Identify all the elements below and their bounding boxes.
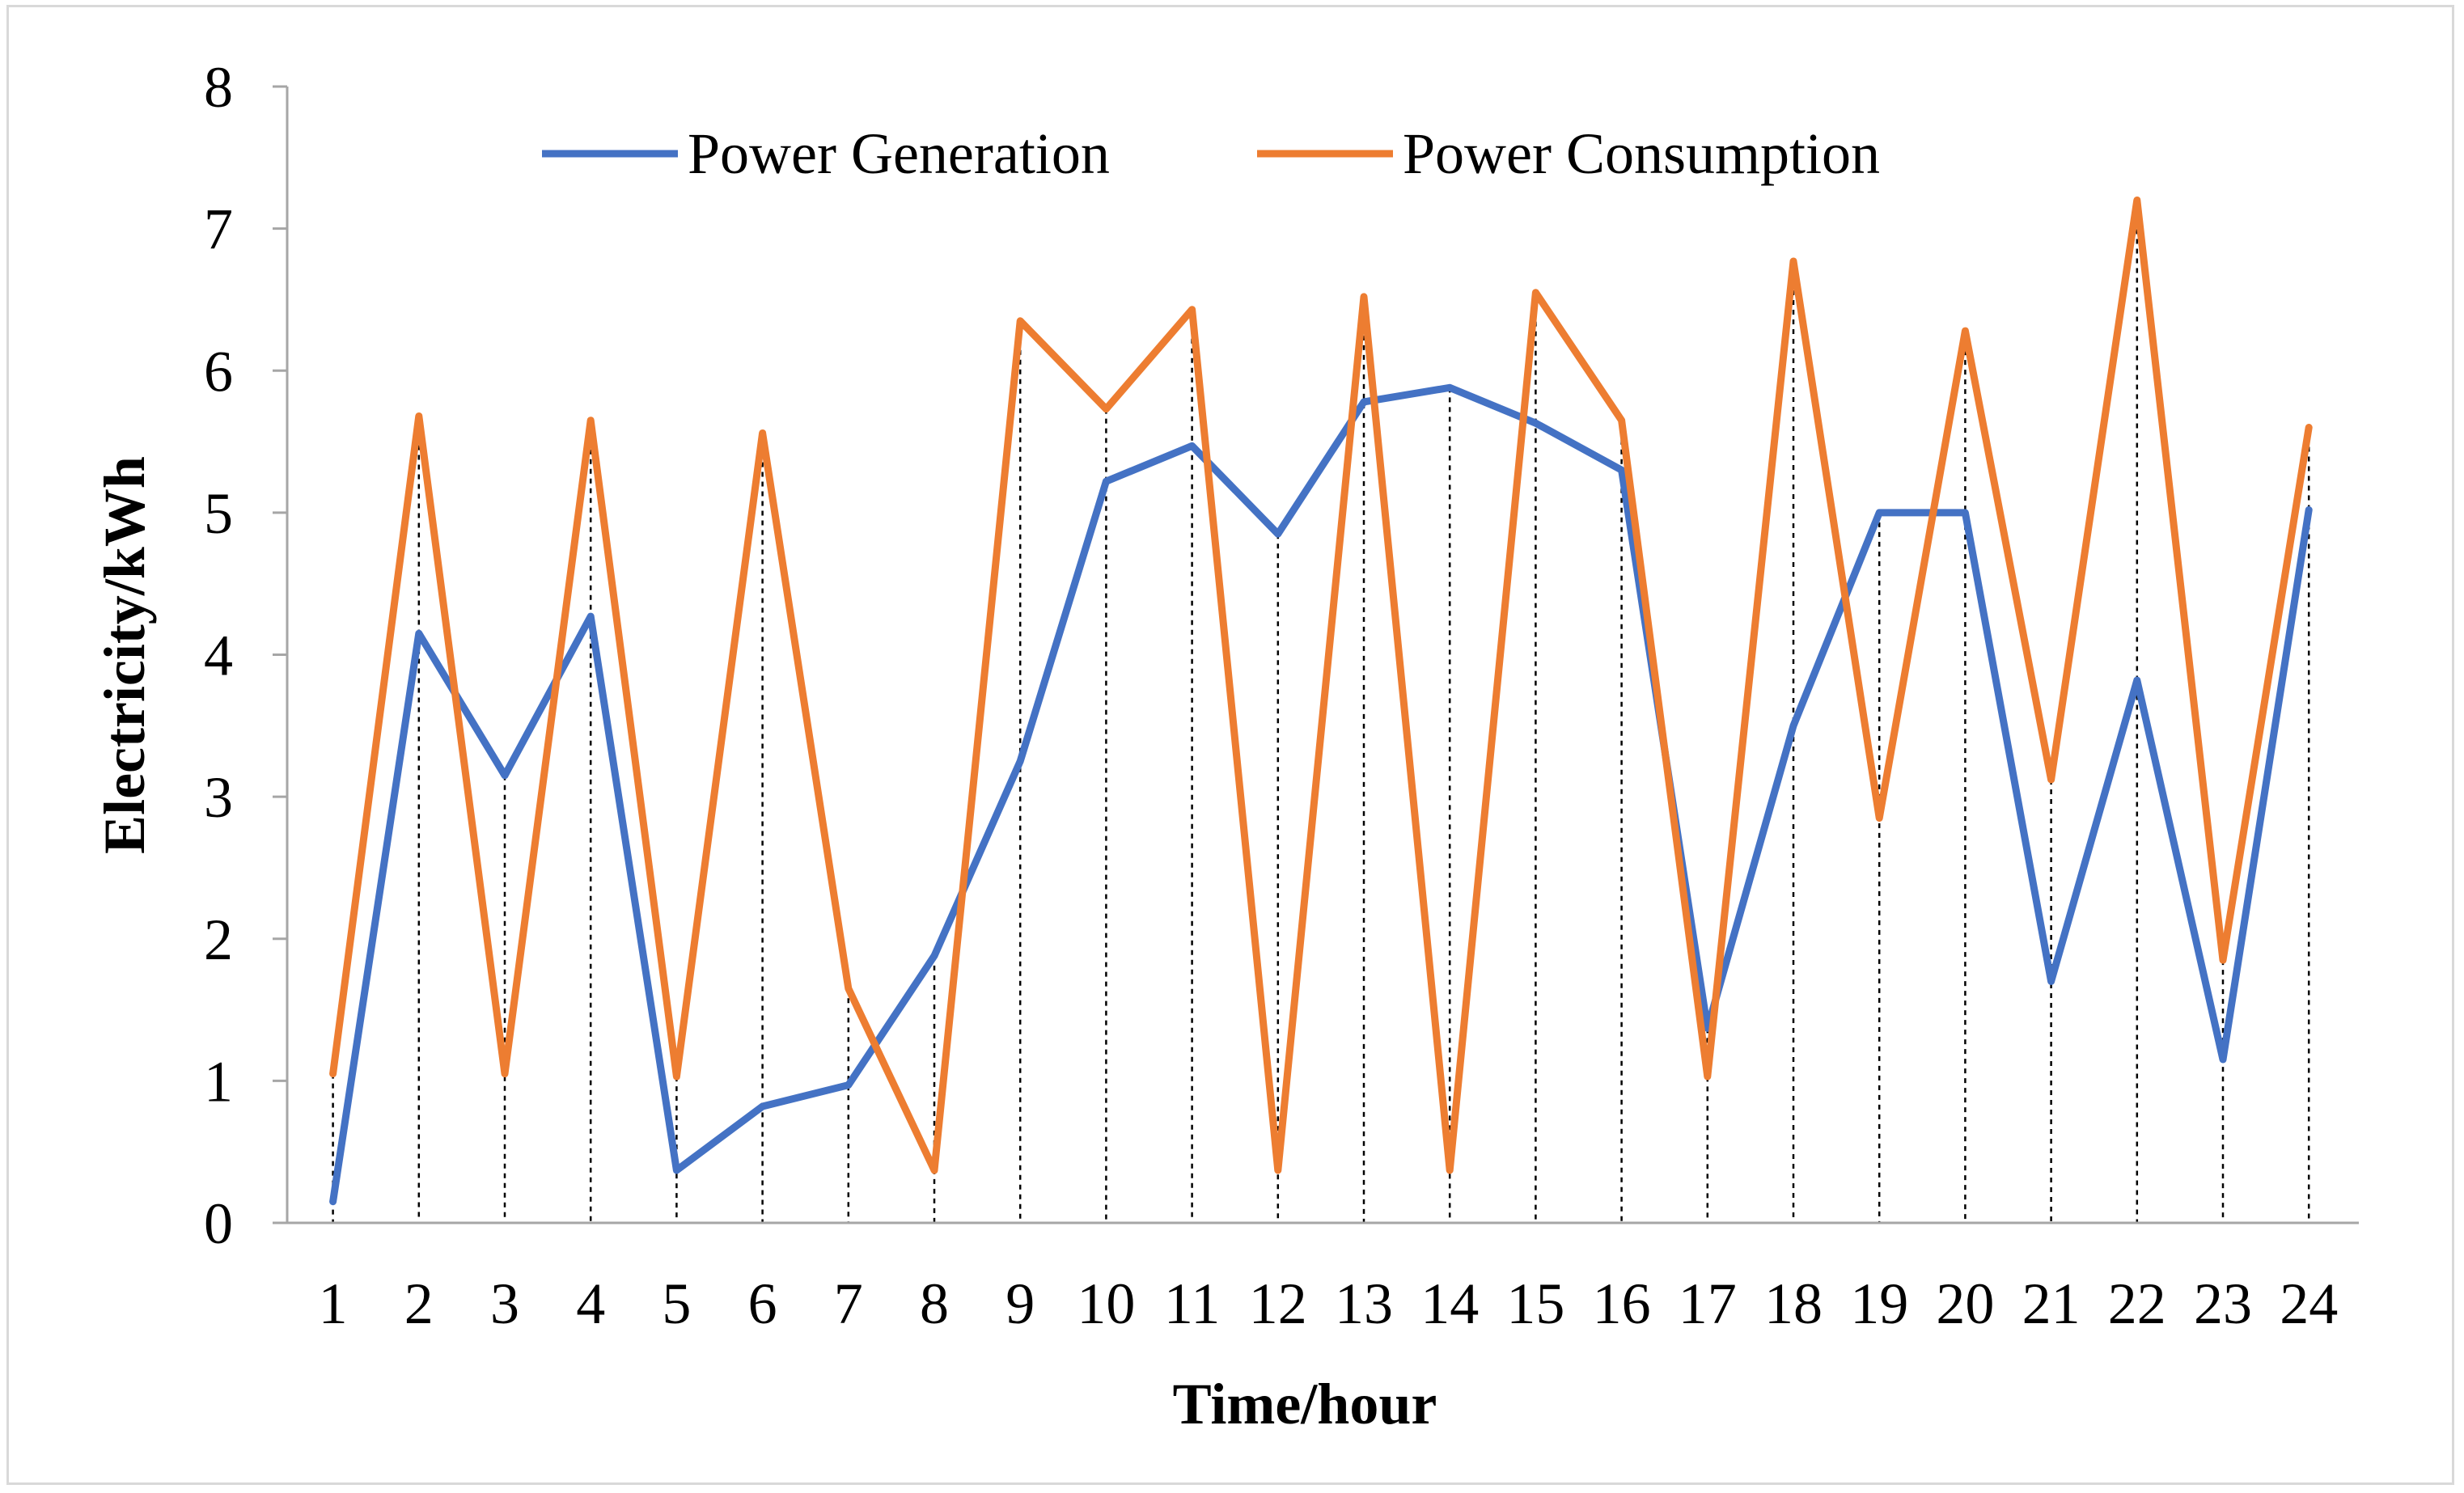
x-tick-label: 21 — [2022, 1271, 2081, 1336]
y-tick-label: 5 — [204, 481, 233, 546]
y-tick-label: 7 — [204, 197, 233, 262]
x-tick-label: 20 — [1936, 1271, 1994, 1336]
x-tick-label: 14 — [1420, 1271, 1479, 1336]
x-tick-label: 11 — [1164, 1271, 1220, 1336]
x-tick-label: 10 — [1077, 1271, 1135, 1336]
y-tick-label: 0 — [204, 1191, 233, 1256]
x-tick-label: 7 — [834, 1271, 863, 1336]
x-tick-label: 13 — [1335, 1271, 1393, 1336]
x-tick-label: 1 — [319, 1271, 348, 1336]
x-tick-label: 23 — [2194, 1271, 2252, 1336]
y-tick-label: 1 — [204, 1049, 233, 1114]
y-tick-label: 8 — [204, 55, 233, 120]
x-tick-label: 19 — [1850, 1271, 1908, 1336]
x-tick-label: 9 — [1005, 1271, 1035, 1336]
y-ticks-group: 0 1 2 3 4 5 6 7 8 — [204, 55, 287, 1256]
x-ticks-group: 1 2 3 4 5 6 7 8 9 10 11 12 13 14 15 16 17 18 19 20 21 22 23 24 — [319, 1271, 2339, 1336]
legend: Power Generation Power Consumption — [542, 121, 1880, 186]
legend-label-power-consumption: Power Consumption — [1403, 121, 1880, 186]
series-line-power-consumption — [329, 197, 2313, 1174]
series-line-power-generation — [329, 383, 2313, 1206]
x-tick-label: 3 — [490, 1271, 519, 1336]
x-tick-label: 15 — [1506, 1271, 1564, 1336]
x-tick-label: 17 — [1679, 1271, 1737, 1336]
x-tick-label: 16 — [1593, 1271, 1651, 1336]
x-tick-label: 5 — [662, 1271, 691, 1336]
y-tick-label: 2 — [204, 907, 233, 972]
y-tick-label: 3 — [204, 765, 233, 830]
x-tick-label: 8 — [920, 1271, 949, 1336]
x-tick-label: 4 — [576, 1271, 605, 1336]
y-tick-label: 4 — [204, 624, 233, 688]
series-lines-group — [329, 197, 2313, 1206]
x-tick-label: 6 — [748, 1271, 777, 1336]
x-axis-title: Time/hour — [1173, 1372, 1437, 1436]
x-tick-label: 2 — [404, 1271, 434, 1336]
legend-label-power-generation: Power Generation — [688, 121, 1110, 186]
y-axis-title: Electricity/kWh — [92, 456, 157, 854]
x-tick-label: 24 — [2280, 1271, 2338, 1336]
x-tick-label: 12 — [1249, 1271, 1307, 1336]
y-tick-label: 6 — [204, 339, 233, 404]
x-tick-label: 18 — [1764, 1271, 1823, 1336]
x-tick-label: 22 — [2108, 1271, 2166, 1336]
